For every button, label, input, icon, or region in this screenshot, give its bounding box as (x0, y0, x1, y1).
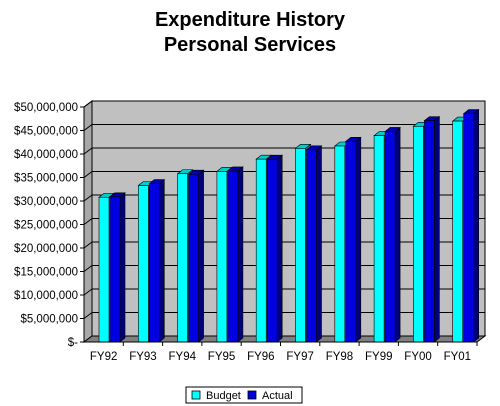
x-tick-label: FY00 (404, 351, 432, 363)
bar-budget-fy93 (138, 185, 149, 343)
bar-budget-fy01 (452, 120, 464, 343)
legend (185, 386, 303, 404)
bar-budget-fy99 (373, 135, 385, 343)
bar-side-actual-fy94 (198, 169, 204, 343)
y-tick-label: $5,000,000 (20, 314, 78, 326)
y-tick-label: $40,000,000 (14, 149, 78, 161)
bar-side-actual-fy01 (473, 108, 480, 343)
x-tick-label: FY94 (169, 351, 197, 363)
bar-side-actual-fy93 (159, 178, 165, 343)
bar-actual-fy96 (266, 158, 278, 343)
legend-swatch-budget (191, 390, 201, 400)
y-tick-label: $25,000,000 (14, 220, 78, 232)
y-tick-label: $- (68, 337, 78, 349)
y-tick-label: $15,000,000 (14, 267, 78, 279)
bar-budget-fy97 (295, 148, 306, 343)
x-tick-label: FY01 (444, 351, 472, 363)
bar-actual-fy93 (149, 183, 160, 343)
bar-actual-fy92 (109, 196, 121, 343)
gridline-side (83, 241, 93, 249)
y-tick-label: $50,000,000 (14, 102, 78, 114)
x-tick-label: FY92 (90, 351, 118, 363)
gridline-side (83, 100, 93, 108)
bar-budget-fy00 (413, 125, 424, 343)
bar-actual-fy97 (306, 149, 317, 343)
y-tick-label: $20,000,000 (14, 243, 78, 255)
bar-side-actual-fy98 (355, 136, 362, 343)
gridline-side (83, 124, 93, 131)
y-tick-label: $35,000,000 (14, 173, 78, 185)
legend-label-actual: Actual (262, 390, 293, 402)
gridline-side (83, 265, 93, 272)
bar-actual-fy95 (227, 170, 239, 343)
x-tick-label: FY93 (129, 351, 157, 363)
x-tick-label: FY99 (365, 351, 393, 363)
bar-side-actual-fy95 (237, 166, 244, 343)
bar-budget-fy98 (334, 145, 346, 343)
bar-actual-fy94 (188, 173, 199, 343)
y-tick-label: $30,000,000 (14, 196, 78, 208)
x-tick-label: FY98 (326, 351, 354, 363)
bar-budget-fy94 (177, 173, 188, 343)
gridline-side (83, 312, 93, 319)
bar-side-actual-fy99 (394, 126, 401, 343)
legend-label-budget: Budget (206, 390, 241, 402)
gridline-side (83, 288, 93, 296)
gridline-side (83, 147, 93, 155)
bar-side-actual-fy00 (434, 116, 440, 343)
bar-actual-fy01 (463, 113, 475, 343)
bar-actual-fy99 (384, 131, 396, 343)
bar-side-actual-fy97 (316, 145, 322, 343)
x-tick-label: FY97 (286, 351, 314, 363)
bar-side-actual-fy92 (119, 192, 126, 343)
gridline-side (83, 218, 93, 225)
x-tick-label: FY95 (208, 351, 236, 363)
bar-budget-fy92 (98, 196, 110, 343)
x-tick-label: FY96 (247, 351, 275, 363)
chart-title: Expenditure History Personal Services (0, 8, 500, 58)
bar-budget-fy96 (255, 158, 267, 343)
chart-title-line-1: Expenditure History (154, 9, 346, 31)
gridline-side (83, 194, 93, 202)
bar-budget-fy95 (216, 171, 228, 343)
y-tick-label: $45,000,000 (14, 126, 78, 138)
gridline-side (83, 171, 93, 178)
y-tick-label: $10,000,000 (14, 290, 78, 302)
bar-actual-fy98 (345, 141, 357, 343)
bar-actual-fy00 (424, 120, 435, 343)
chart-title-line-2: Personal Services (163, 34, 337, 56)
legend-swatch-actual (247, 390, 257, 400)
bar-side-actual-fy96 (276, 154, 283, 343)
